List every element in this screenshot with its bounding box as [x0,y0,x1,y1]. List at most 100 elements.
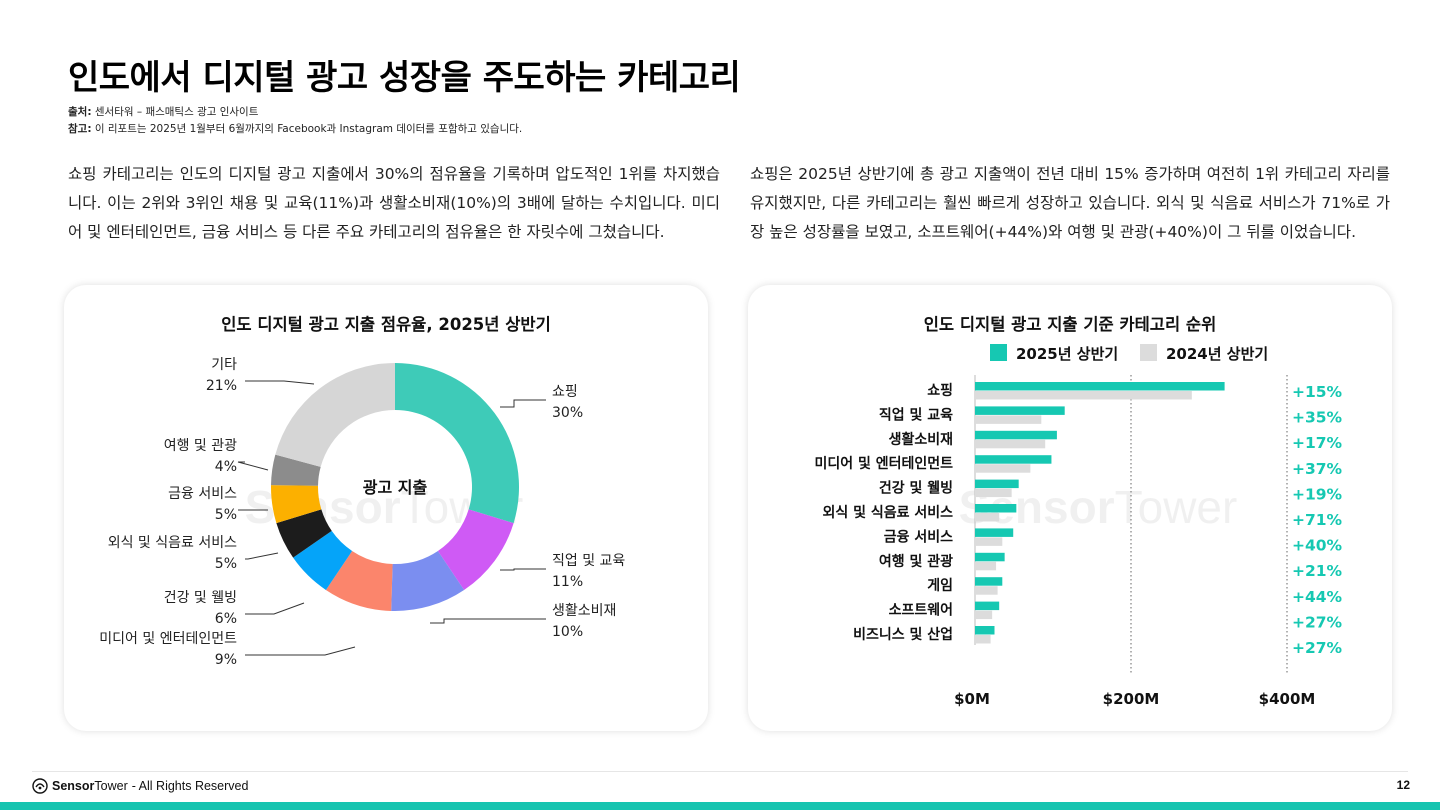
leader-line [430,618,546,624]
legend-label: 2024년 상반기 [1166,345,1268,363]
bar [975,513,1000,522]
slice-value-label: 5% [215,507,237,523]
bar [975,528,1014,537]
leader-line-path [237,461,269,471]
growth-label: +15% [1292,383,1343,401]
left-paragraph: 쇼핑 카테고리는 인도의 디지털 광고 지출에서 30%의 점유율을 기록하며 … [68,165,720,241]
bar [975,552,1005,562]
bar [975,635,991,644]
watermark: SensorTower [245,481,524,533]
bar [975,415,1042,424]
slice-label: 외식 및 식음료 서비스 [108,535,237,551]
growth-label: +27% [1292,639,1343,657]
bar [975,382,1225,391]
slice-value-label: 5% [215,556,237,572]
note-label: 참고: [68,123,92,135]
bottom-accent-bar [0,802,1440,810]
donut-slice [437,509,514,590]
leader-line [245,552,279,560]
donut-center-label: 광고 지출 [363,478,428,497]
legend: 2025년 상반기 2024년 상반기 [990,344,1268,363]
footer-divider [32,771,1408,772]
right-paragraph: 쇼핑은 2025년 상반기에 총 광고 지출액이 전년 대비 15% 증가하며 … [750,165,1390,241]
growth-label: +44% [1292,588,1343,606]
legend-item: 2024년 상반기 [1140,344,1268,363]
leader-line [245,646,356,656]
donut-slice [293,530,353,590]
category-label: 미디어 및 엔터테인먼트 [814,455,953,472]
slice-label: 직업 및 교육 [552,553,625,569]
leader-line [237,461,269,471]
growth-label: +37% [1292,460,1343,478]
bar [975,601,1000,611]
bar [975,504,1017,513]
bar [975,479,1019,489]
x-tick-label: $0M [954,690,990,708]
footer-rights: - All Rights Reserved [131,779,249,793]
growth-label: +27% [1292,613,1343,631]
slice-value-label: 6% [215,611,237,627]
bar [975,430,1057,440]
growth-label: +17% [1292,434,1343,452]
donut-slice [271,454,321,486]
donut-chart: SensorTower 쇼핑 30% 직업 및 교육 11% 생활소비재 10% 미디어 및… [99,357,625,668]
leader-line-path [430,618,546,624]
growth-label: +21% [1292,562,1343,580]
bar [975,561,997,571]
footer-logo: SensorTower - All Rights Reserved [32,778,248,794]
bar [975,488,1012,498]
category-label: 여행 및 관광 [879,553,953,570]
slice-label: 미디어 및 엔터테인먼트 [99,631,237,647]
leader-line [245,380,315,385]
bar [975,537,1003,546]
sensor-tower-logo-icon [32,778,48,794]
bar [975,626,995,635]
slice-value-label: 4% [215,459,237,475]
donut-slice [271,485,322,524]
note-text: 이 리포트는 2025년 1월부터 6월까지의 Facebook과 Instag… [94,123,523,135]
footer-brand-a: Sensor [52,779,95,793]
legend-label: 2025년 상반기 [1016,345,1118,363]
category-label: 외식 및 식음료 서비스 [822,504,953,521]
leader-line-path [500,399,546,408]
page-number: 12 [1396,778,1410,792]
growth-label: +19% [1292,485,1343,503]
source-label: 출처: [68,106,92,118]
slice-value-label: 30% [552,405,583,421]
leader-line [500,399,546,408]
bar [975,577,1003,586]
watermark-b: Tower [1115,481,1238,533]
donut-slice [395,363,519,524]
bar [975,586,998,595]
donut-slice [276,509,332,558]
category-label: 건강 및 웰빙 [879,480,953,497]
bar-chart-card: 인도 디지털 광고 지출 기준 카테고리 순위 SensorTower 2025… [748,285,1392,731]
donut-slice [325,550,393,611]
growth-label: +40% [1292,537,1343,555]
category-label: 금융 서비스 [884,529,953,545]
donut-slices [271,363,519,611]
page-title: 인도에서 디지털 광고 성장을 주도하는 카테고리 [68,58,741,98]
legend-swatch [990,344,1007,361]
growth-label: +71% [1292,511,1343,529]
slice-value-label: 21% [206,378,237,394]
slice-label: 여행 및 관광 [164,438,237,454]
slice-value-label: 9% [215,652,237,668]
bar-chart-title: 인도 디지털 광고 지출 기준 카테고리 순위 [923,315,1217,334]
slice-label: 생활소비재 [552,603,616,619]
bar [975,391,1192,400]
leader-line-path [500,568,546,571]
leader-line-path [245,602,305,615]
leader-line-path [245,380,315,385]
growth-label: +35% [1292,409,1343,427]
leader-line-path [245,646,356,656]
bar [975,455,1052,464]
note-line: 참고: 이 리포트는 2025년 1월부터 6월까지의 Facebook과 In… [68,121,522,136]
source-text: 센서타워 – 패스매틱스 광고 인사이트 [94,106,259,118]
donut-chart-card: 인도 디지털 광고 지출 점유율, 2025년 상반기 SensorTower … [64,285,708,731]
slice-label: 기타 [211,357,237,373]
bar [975,464,1031,473]
category-label: 생활소비재 [889,431,953,448]
donut-chart-title: 인도 디지털 광고 지출 점유율, 2025년 상반기 [221,315,551,334]
